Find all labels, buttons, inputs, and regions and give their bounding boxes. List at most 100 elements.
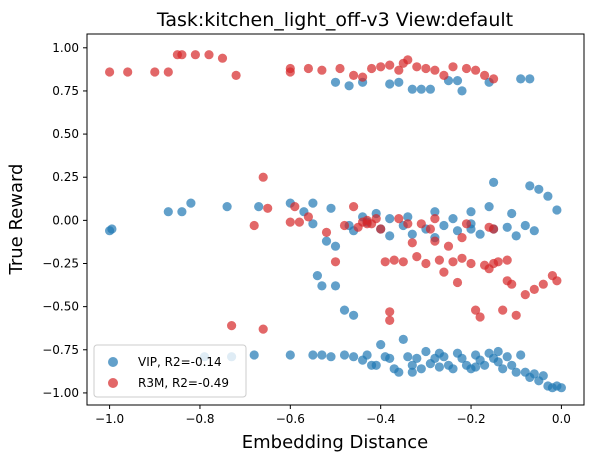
r3m-point <box>466 258 476 269</box>
r3m-point <box>421 258 431 269</box>
r3m-point <box>258 172 268 182</box>
x-tick-label: −0.2 <box>456 412 485 426</box>
r3m-point <box>190 50 200 60</box>
r3m-point <box>385 315 395 325</box>
vip-point <box>317 281 327 291</box>
r3m-point <box>430 214 440 224</box>
vip-point <box>511 231 521 241</box>
r3m-point <box>489 224 499 234</box>
r3m-point <box>150 67 160 77</box>
vip-point <box>421 346 431 357</box>
vip-point <box>308 198 318 208</box>
r3m-point <box>353 222 363 232</box>
vip-point <box>308 219 318 229</box>
vip-point <box>416 364 426 374</box>
r3m-point <box>362 219 372 229</box>
r3m-point <box>461 63 472 74</box>
vip-point <box>398 334 408 344</box>
vip-point <box>394 367 404 377</box>
r3m-point <box>421 63 431 74</box>
r3m-point <box>471 65 481 75</box>
vip-point <box>502 222 512 232</box>
y-tick-label: 0.25 <box>52 170 79 184</box>
vip-point <box>493 346 503 357</box>
r3m-point <box>335 63 345 74</box>
r3m-point <box>538 279 548 289</box>
vip-point <box>457 86 467 96</box>
r3m-point <box>367 63 377 74</box>
r3m-point <box>330 257 341 267</box>
vip-point <box>425 84 435 94</box>
vip-point <box>430 207 440 217</box>
r3m-point <box>321 227 332 237</box>
r3m-point <box>371 214 381 224</box>
r3m-point <box>502 255 512 265</box>
vip-point <box>434 362 444 372</box>
r3m-point <box>349 70 359 80</box>
r3m-point <box>448 257 458 267</box>
r3m-point <box>430 236 440 246</box>
vip-point <box>502 352 512 362</box>
vip-point <box>498 364 508 374</box>
r3m-point <box>285 67 295 77</box>
vip-point <box>177 207 187 217</box>
vip-point <box>529 369 539 379</box>
r3m-point <box>349 202 359 212</box>
vip-point <box>385 353 395 363</box>
y-tick-label: −0.75 <box>42 343 79 357</box>
r3m-point <box>339 220 350 231</box>
vip-point <box>480 360 490 370</box>
vip-point <box>475 229 485 239</box>
vip-point <box>349 310 359 320</box>
x-tick-label: −0.8 <box>185 412 214 426</box>
r3m-point <box>430 65 440 75</box>
r3m-point <box>380 257 390 267</box>
vip-point <box>222 202 232 212</box>
vip-point <box>163 207 173 217</box>
vip-point <box>385 214 395 224</box>
r3m-point <box>425 224 435 234</box>
plot-frame <box>86 33 585 406</box>
r3m-point <box>285 217 295 227</box>
vip-point <box>452 226 463 236</box>
vip-point <box>520 220 530 231</box>
r3m-point <box>457 253 467 263</box>
vip-point <box>358 355 368 365</box>
r3m-point <box>385 307 395 317</box>
vip-point <box>534 184 544 194</box>
r3m-point <box>489 74 499 84</box>
r3m-point <box>290 202 300 212</box>
vip-point <box>416 84 426 94</box>
r3m-point <box>511 310 521 320</box>
r3m-point <box>520 290 530 300</box>
vip-point <box>394 77 404 87</box>
y-tick-label: 0.00 <box>52 213 79 227</box>
vip-point <box>407 360 417 370</box>
r3m-point <box>249 220 259 231</box>
vip-point <box>407 84 417 94</box>
x-tick-label: −0.6 <box>276 412 305 426</box>
r3m-point <box>529 284 539 294</box>
vip-point <box>344 81 354 91</box>
vip-point <box>507 208 517 219</box>
vip-point <box>107 224 117 234</box>
legend-marker-vip <box>108 357 118 367</box>
vip-point <box>371 360 381 370</box>
legend-marker-r3m <box>108 378 118 388</box>
x-axis: −1.0 −0.8 −0.6 −0.4 −0.2 0.0 <box>95 405 571 426</box>
r3m-point <box>294 217 304 227</box>
r3m-point <box>263 203 273 213</box>
r3m-point <box>204 50 214 60</box>
r3m-point <box>439 267 449 277</box>
y-axis: 1.00 0.75 0.50 0.25 0.00 −0.25 −0.50 −0.75 −1.00 <box>42 41 87 400</box>
x-tick-label: 0.0 <box>552 412 571 426</box>
vip-point <box>471 362 481 372</box>
legend-label-r3m: R3M, R2=-0.49 <box>138 376 229 390</box>
vip-point <box>339 350 350 360</box>
y-tick-label: 1.00 <box>52 41 79 55</box>
vip-point <box>434 348 444 358</box>
y-tick-label: 0.50 <box>52 127 79 141</box>
vip-point <box>412 353 422 363</box>
r3m-point <box>217 53 228 63</box>
vip-point <box>249 350 259 360</box>
